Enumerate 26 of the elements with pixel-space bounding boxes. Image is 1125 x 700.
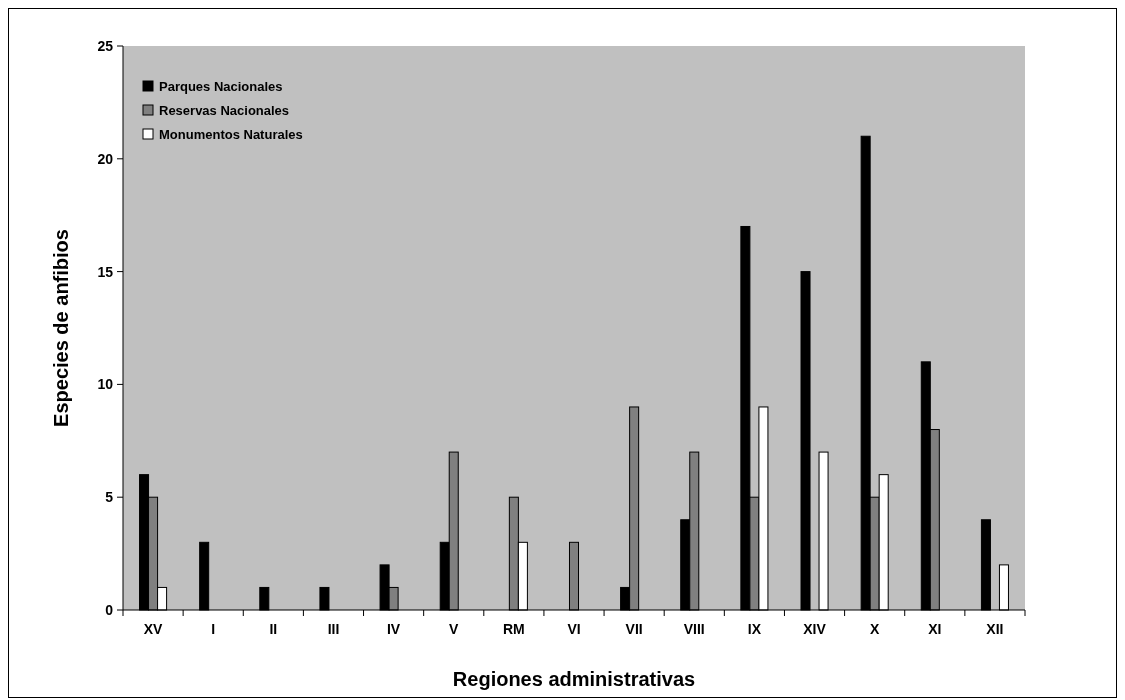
- y-tick-label: 0: [105, 601, 114, 618]
- x-tick-label: VI: [567, 621, 581, 637]
- y-tick-label: 25: [97, 37, 114, 54]
- x-tick-label: IV: [386, 621, 401, 637]
- y-axis-title: Especies de anfibios: [50, 229, 72, 427]
- x-tick-label: I: [211, 621, 216, 637]
- x-tick-label: VIII: [683, 621, 705, 637]
- legend-label: Monumentos Naturales: [159, 126, 303, 142]
- x-tick-label: X: [869, 621, 880, 637]
- x-tick-label: VII: [625, 621, 643, 637]
- x-tick-label: XIV: [803, 621, 827, 637]
- x-tick-label: XV: [143, 621, 164, 637]
- y-tick-label: 10: [97, 376, 114, 393]
- y-tick-label: 15: [97, 263, 114, 280]
- y-tick-label: 20: [97, 150, 114, 167]
- y-tick-label: 5: [105, 489, 114, 506]
- x-tick-label: V: [449, 621, 460, 637]
- x-tick-label: RM: [502, 621, 525, 637]
- x-tick-label: IX: [747, 621, 762, 637]
- x-axis-title: Regiones administrativas: [452, 668, 696, 690]
- x-tick-label: XI: [928, 621, 942, 637]
- legend-label: Reservas Nacionales: [159, 102, 290, 118]
- legend-label: Parques Nacionales: [159, 78, 283, 94]
- x-tick-label: XII: [986, 621, 1004, 637]
- x-tick-label: II: [269, 621, 278, 637]
- x-tick-label: III: [327, 621, 340, 637]
